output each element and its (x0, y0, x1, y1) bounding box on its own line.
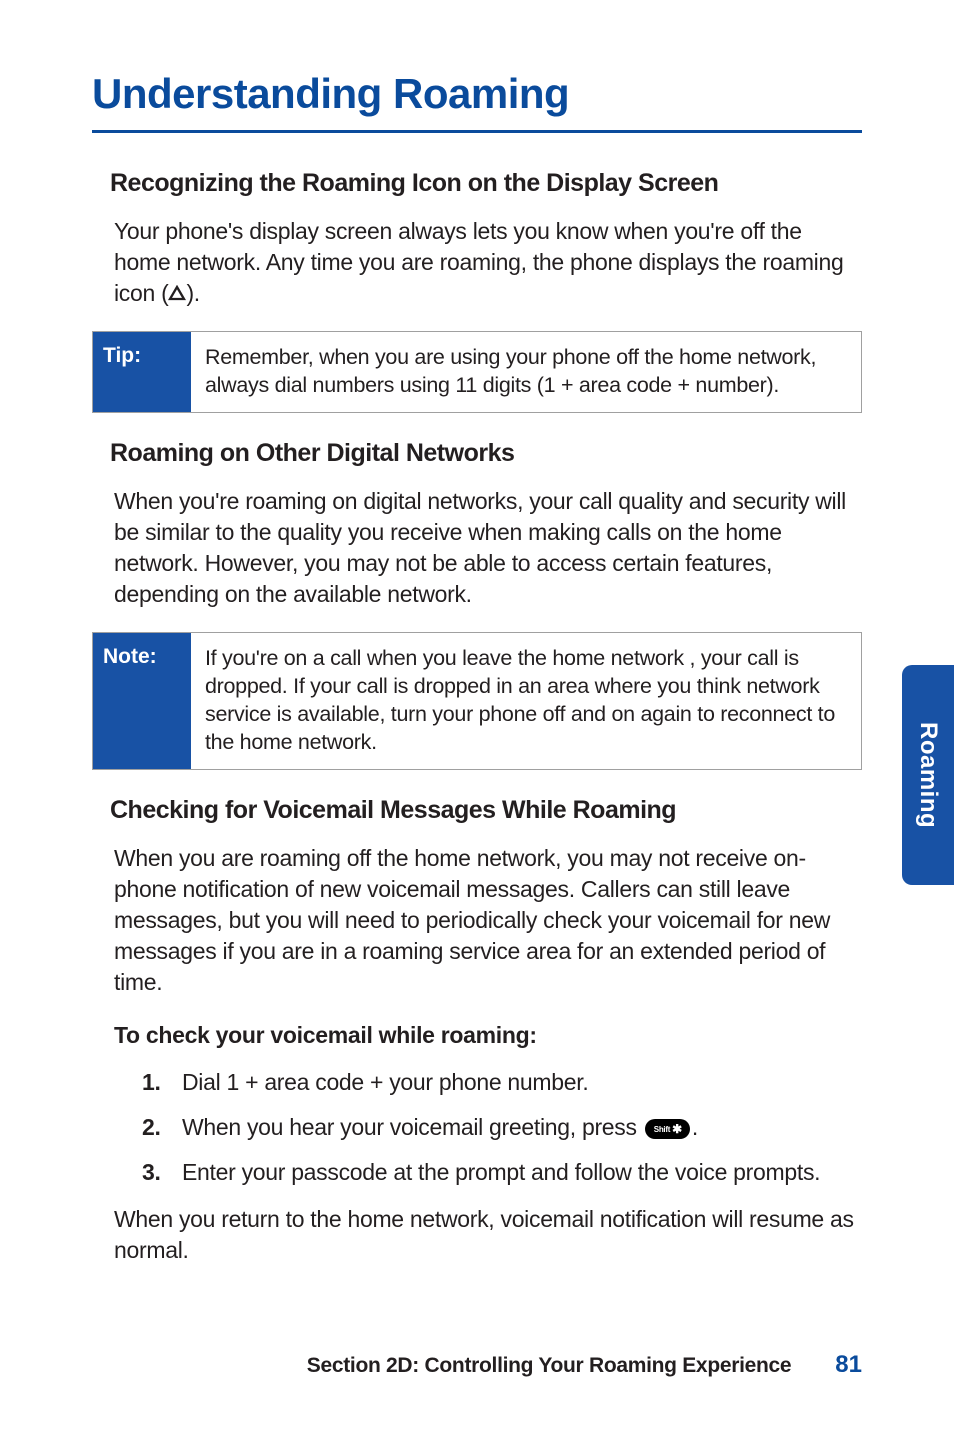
step-text-post: . (692, 1114, 698, 1140)
list-item: 3. Enter your passcode at the prompt and… (142, 1159, 862, 1186)
steps-list: 1. Dial 1 + area code + your phone numbe… (142, 1069, 862, 1186)
step-number: 3. (142, 1159, 182, 1186)
step-text-pre: When you hear your voicemail greeting, p… (182, 1114, 643, 1140)
step-number: 2. (142, 1114, 182, 1141)
body-text-pre: Your phone's display screen always lets … (114, 218, 843, 306)
shift-key-label: Shift (654, 1125, 670, 1134)
step-text: Dial 1 + area code + your phone number. (182, 1069, 588, 1096)
tip-body: Remember, when you are using your phone … (191, 332, 861, 412)
shift-key-icon: Shift✱ (645, 1119, 690, 1139)
list-item: 1. Dial 1 + area code + your phone numbe… (142, 1069, 862, 1096)
page-title: Understanding Roaming (92, 70, 862, 133)
tip-label: Tip: (93, 332, 191, 412)
side-tab-label: Roaming (914, 722, 942, 828)
list-item: 2. When you hear your voicemail greeting… (142, 1114, 862, 1141)
subsection-heading: Recognizing the Roaming Icon on the Disp… (110, 169, 862, 198)
body-paragraph: When you are roaming off the home networ… (114, 843, 862, 998)
roaming-triangle-icon (168, 278, 186, 309)
subsection-heading: Roaming on Other Digital Networks (110, 439, 862, 468)
subsection-heading: Checking for Voicemail Messages While Ro… (110, 796, 862, 825)
page-footer: Section 2D: Controlling Your Roaming Exp… (92, 1351, 862, 1379)
body-text-post: ). (186, 280, 199, 306)
body-paragraph: Your phone's display screen always lets … (114, 216, 862, 309)
step-text: When you hear your voicemail greeting, p… (182, 1114, 698, 1141)
step-text: Enter your passcode at the prompt and fo… (182, 1159, 820, 1186)
shift-key-symbol: ✱ (672, 1123, 682, 1135)
note-label: Note: (93, 633, 191, 769)
note-callout: Note: If you're on a call when you leave… (92, 632, 862, 770)
side-tab: Roaming (902, 665, 954, 885)
footer-section-text: Section 2D: Controlling Your Roaming Exp… (307, 1354, 792, 1378)
section-recognizing-icon: Recognizing the Roaming Icon on the Disp… (92, 169, 862, 309)
tip-callout: Tip: Remember, when you are using your p… (92, 331, 862, 413)
closing-paragraph: When you return to the home network, voi… (114, 1204, 862, 1266)
note-body: If you're on a call when you leave the h… (191, 633, 861, 769)
body-paragraph: When you're roaming on digital networks,… (114, 486, 862, 610)
footer-page-number: 81 (835, 1351, 862, 1379)
section-voicemail-roaming: Checking for Voicemail Messages While Ro… (92, 796, 862, 1266)
section-other-networks: Roaming on Other Digital Networks When y… (92, 439, 862, 610)
instruction-heading: To check your voicemail while roaming: (114, 1022, 862, 1049)
step-number: 1. (142, 1069, 182, 1096)
